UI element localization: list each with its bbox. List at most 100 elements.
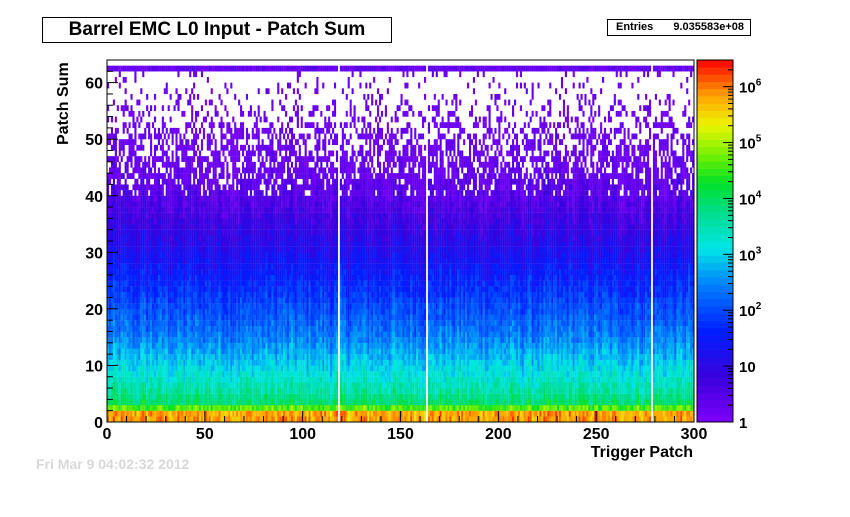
heatmap-cell [197,399,200,406]
heatmap-cell [283,178,286,185]
heatmap-cell [126,269,129,276]
heatmap-cell [283,303,286,310]
heatmap-cell [134,325,137,332]
heatmap-cell [269,263,272,270]
heatmap-cell [110,184,114,191]
heatmap-cell [238,365,241,372]
heatmap-cell [277,354,280,360]
heatmap-cell [257,416,260,423]
heatmap-cell [230,297,233,304]
heatmap-cell [122,405,125,411]
heatmap-cell [240,190,243,196]
heatmap-cell [296,331,299,338]
heatmap-cell [285,297,288,304]
heatmap-cell [247,263,250,270]
heatmap-cell [114,303,117,310]
heatmap-cell [214,65,217,72]
heatmap-cell [107,274,110,281]
heatmap-cell [116,184,119,191]
heatmap-cell [159,416,162,423]
heatmap-cell [110,303,114,310]
heatmap-cell [189,71,192,78]
heatmap-cell [204,207,207,213]
heatmap-cell [153,325,157,332]
heatmap-cell [288,190,292,196]
heatmap-cell [283,308,286,315]
heatmap-cell [247,365,250,372]
heatmap-cell [218,252,221,259]
heatmap-cell [259,286,262,293]
heatmap-cell [189,354,192,360]
heatmap-cell [247,257,250,264]
heatmap-cell [197,263,200,270]
heatmap-cell [134,297,137,304]
heatmap-cell [210,122,213,129]
heatmap-cell [195,274,198,281]
heatmap-cell [290,235,294,242]
heatmap-cell [242,207,245,213]
heatmap-cell [245,133,249,140]
heatmap-cell [232,382,235,389]
heatmap-cell [259,371,262,377]
heatmap-cell [200,337,204,343]
heatmap-cell [279,133,282,140]
heatmap-cell [179,65,182,72]
heatmap-cell [175,195,178,202]
heatmap-cell [275,376,278,383]
heatmap-cell [224,297,227,304]
heatmap-cell [155,405,159,411]
heatmap-cell [177,105,180,112]
heatmap-cell [242,359,245,366]
heatmap-cell [171,201,174,208]
heatmap-cell [187,308,190,315]
heatmap-cell [108,280,112,287]
heatmap-cell [198,257,202,264]
heatmap-cell [163,218,166,225]
heatmap-cell [153,342,157,349]
heatmap-cell [142,291,145,298]
heatmap-cell [281,320,284,326]
heatmap-cell [124,184,127,191]
heatmap-cell [136,178,139,185]
heatmap-cell [222,161,225,168]
heatmap-cell [152,280,155,287]
heatmap-cell [114,116,117,123]
heatmap-cell [230,286,233,293]
heatmap-cell [206,320,209,326]
heatmap-cell [238,269,241,276]
heatmap-cell [259,65,262,72]
heatmap-cell [253,274,256,281]
heatmap-cell [107,410,110,417]
heatmap-cell [232,399,235,406]
heatmap-cell [275,167,278,174]
heatmap-cell [281,195,284,202]
heatmap-cell [128,190,131,196]
heatmap-cell [269,365,272,372]
heatmap-cell [220,201,223,208]
heatmap-cell [257,359,260,366]
heatmap-cell [204,393,207,400]
heatmap-cell [283,359,286,366]
heatmap-cell [281,382,284,389]
heatmap-cell [255,342,258,349]
heatmap-cell [200,263,204,270]
heatmap-cell [220,167,223,174]
heatmap-cell [273,399,276,406]
heatmap-cell [245,371,249,377]
heatmap-cell [202,246,205,253]
heatmap-cell [138,110,141,117]
heatmap-cell [198,297,202,304]
heatmap-cell [134,139,137,145]
heatmap-cell [238,388,241,394]
heatmap-cell [230,331,233,338]
heatmap-cell [296,371,299,377]
heatmap-cell [140,405,143,411]
heatmap-cell [240,405,243,411]
heatmap-cell [167,252,170,259]
heatmap-cell [210,416,213,423]
heatmap-cell [212,337,215,343]
heatmap-cell [265,156,268,162]
heatmap-cell [198,337,202,343]
heatmap-cell [146,342,149,349]
heatmap-cell [236,342,239,349]
